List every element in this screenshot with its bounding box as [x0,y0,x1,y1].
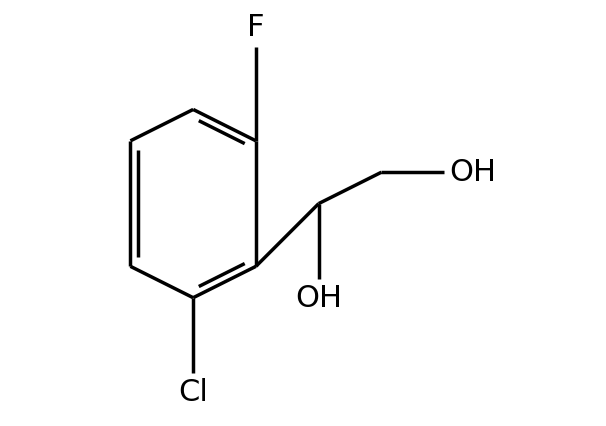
Text: F: F [247,13,265,42]
Text: OH: OH [449,158,496,187]
Text: OH: OH [295,284,342,313]
Text: Cl: Cl [178,378,208,407]
